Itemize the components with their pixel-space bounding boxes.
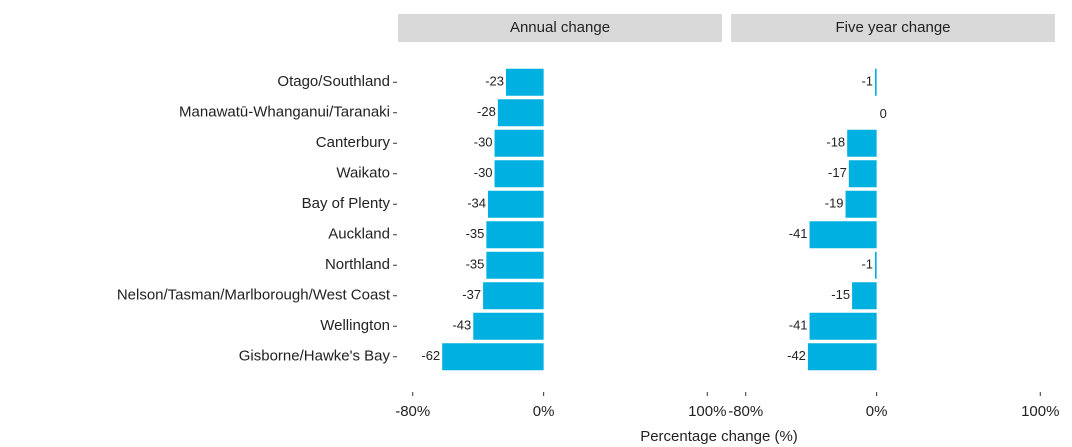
value-label: -41 [789, 226, 808, 241]
y-tick-label: Manawatū-Whanganui/Taranaki [179, 104, 390, 121]
value-label: -18 [826, 135, 845, 150]
bar [497, 99, 544, 127]
value-label: -42 [787, 348, 806, 363]
x-tick-label: 100% [688, 403, 726, 420]
value-label: -41 [789, 318, 808, 333]
value-label: -17 [828, 165, 847, 180]
y-tick-label: Otago/Southland [277, 73, 390, 90]
bar [442, 343, 544, 371]
y-tick-label: Canterbury [316, 134, 391, 151]
value-label: -15 [831, 287, 850, 302]
bar [506, 68, 544, 96]
value-label: -19 [825, 196, 844, 211]
value-label: -23 [485, 74, 504, 89]
bar [486, 251, 544, 279]
strip [731, 14, 1055, 42]
value-label: -43 [452, 318, 471, 333]
bar [847, 129, 877, 157]
value-label: -30 [474, 165, 493, 180]
x-tick-label: -80% [728, 403, 763, 420]
value-label: -30 [474, 135, 493, 150]
value-label: -35 [466, 226, 485, 241]
bar [875, 68, 877, 96]
bar [473, 312, 544, 340]
value-label: -35 [466, 257, 485, 272]
panel-title: Five year change [835, 19, 950, 36]
bar [494, 129, 544, 157]
bar [807, 343, 877, 371]
bar [809, 221, 877, 249]
y-tick-label: Nelson/Tasman/Marlborough/West Coast [117, 287, 391, 304]
y-tick-label: Gisborne/Hawke's Bay [239, 348, 391, 365]
value-label: -37 [462, 287, 481, 302]
value-label: 0 [880, 106, 887, 121]
bar [845, 190, 877, 218]
x-axis-label: Percentage change (%) [640, 428, 798, 445]
y-tick-label: Northland [325, 256, 390, 273]
panel-title: Annual change [510, 19, 610, 36]
strip [398, 14, 722, 42]
bar [494, 160, 544, 188]
x-tick-label: 0% [533, 403, 555, 420]
bar [875, 251, 877, 279]
value-label: -34 [467, 196, 486, 211]
y-tick-label: Auckland [328, 226, 390, 243]
y-tick-label: Bay of Plenty [302, 195, 391, 212]
x-tick-label: -80% [395, 403, 430, 420]
bar [486, 221, 544, 249]
value-label: -1 [861, 257, 873, 272]
x-tick-label: 0% [866, 403, 888, 420]
bar [852, 282, 877, 310]
x-tick-label: 100% [1021, 403, 1059, 420]
bar [488, 190, 544, 218]
bar [483, 282, 544, 310]
y-tick-label: Wellington [320, 317, 390, 334]
value-label: -1 [861, 74, 873, 89]
bar [809, 312, 877, 340]
y-tick-label: Waikato [336, 165, 390, 182]
value-label: -28 [477, 104, 496, 119]
value-label: -62 [421, 348, 440, 363]
bar [848, 160, 877, 188]
